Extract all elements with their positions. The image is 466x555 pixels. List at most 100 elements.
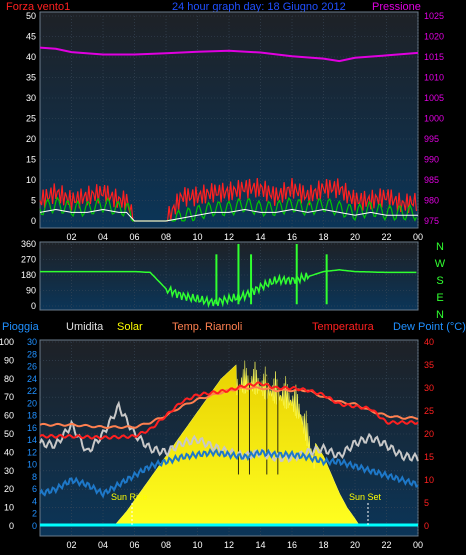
wind-y-tick: 50: [26, 11, 36, 21]
humidity-y-tick: 30: [27, 337, 37, 347]
temperature-y-tick: 40: [424, 337, 434, 347]
humidity-y-tick: 4: [32, 496, 37, 506]
wind-x-tick: 10: [192, 232, 202, 242]
dir-y-tick: 90: [26, 286, 36, 296]
rain-y-tick: 50: [4, 429, 14, 439]
sun-set-label: Sun Set: [349, 492, 382, 502]
rain-y-tick: 90: [4, 355, 14, 365]
temperature-y-tick: 15: [424, 452, 434, 462]
temp-x-tick: 02: [66, 540, 76, 550]
wind-x-tick: 16: [287, 232, 297, 242]
dir-y-tick: 180: [21, 270, 36, 280]
temp-x-tick: 08: [161, 540, 171, 550]
temperature-label: Temperatura: [312, 321, 375, 333]
humidity-y-tick: 22: [27, 386, 37, 396]
temperature-line: [39, 381, 419, 440]
pressure-y-tick: 1015: [424, 52, 444, 62]
pressure-y-tick: 995: [424, 134, 439, 144]
wind-y-tick: 30: [26, 93, 36, 103]
temp-x-tick: 06: [129, 540, 139, 550]
dew-point-line: [39, 447, 419, 499]
rain-y-tick: 0: [9, 521, 14, 531]
humidity-y-tick: 8: [32, 472, 37, 482]
humidity-y-tick: 20: [27, 398, 37, 408]
pressure-y-tick: 1020: [424, 32, 444, 42]
wind-y-tick: 5: [31, 196, 36, 206]
compass-letter: S: [436, 275, 443, 287]
temperature-y-tick: 0: [424, 521, 429, 531]
dir-y-tick: 0: [31, 301, 36, 311]
humidity-y-tick: 24: [27, 374, 37, 384]
rain-y-tick: 10: [4, 503, 14, 513]
pressure-y-tick: 975: [424, 216, 439, 226]
wind-direction-line: [40, 269, 417, 309]
rain-y-tick: 70: [4, 392, 14, 402]
chart-marks: [39, 46, 419, 527]
direction-panel: [39, 241, 419, 311]
wind-gust-line: [39, 177, 417, 222]
wind-y-tick: 20: [26, 134, 36, 144]
temp-x-tick: 20: [350, 540, 360, 550]
tick-labels: 0510152025303540455097598098599099510001…: [0, 11, 444, 550]
temp-x-tick: 22: [381, 540, 391, 550]
wind-y-tick: 35: [26, 73, 36, 83]
wind-y-tick: 40: [26, 52, 36, 62]
wind-smooth-line: [39, 208, 418, 222]
wind-y-tick: 0: [31, 216, 36, 226]
wind-avg-line: [39, 196, 417, 222]
pressure-y-tick: 985: [424, 175, 439, 185]
humidity-y-tick: 6: [32, 484, 37, 494]
rain-label: Pioggia: [2, 321, 40, 333]
wind-y-tick: 15: [26, 155, 36, 165]
pressure-y-tick: 990: [424, 155, 439, 165]
dir-y-tick: 360: [21, 239, 36, 249]
temperature-y-tick: 25: [424, 406, 434, 416]
wind-speed-label: Forza vento1: [6, 1, 70, 13]
humidity-y-tick: 26: [27, 362, 37, 372]
wind-x-tick: 12: [224, 232, 234, 242]
rain-y-tick: 30: [4, 466, 14, 476]
rain-y-tick: 100: [0, 337, 14, 347]
rain-y-tick: 60: [4, 411, 14, 421]
wind-x-tick: 02: [66, 232, 76, 242]
graph-title: 24 hour graph day: 18 Giugno 2012: [172, 1, 346, 13]
wind-y-tick: 10: [26, 175, 36, 185]
humidity-y-tick: 28: [27, 349, 37, 359]
wind-x-tick: 18: [318, 232, 328, 242]
wind-x-tick: 04: [98, 232, 108, 242]
grid-lines: [40, 15, 419, 536]
humidity-y-tick: 18: [27, 411, 37, 421]
pressure-y-tick: 1025: [424, 11, 444, 21]
pressure-y-tick: 1000: [424, 114, 444, 124]
wind-x-tick: 22: [381, 232, 391, 242]
wind-x-tick: 20: [350, 232, 360, 242]
temperature-y-tick: 30: [424, 383, 434, 393]
compass-letter: N: [436, 241, 444, 253]
pressure-y-tick: 1010: [424, 73, 444, 83]
humidity-y-tick: 10: [27, 460, 37, 470]
sun-rise-label: Sun Rise: [111, 492, 148, 502]
pressure-line: [39, 46, 419, 63]
humidity-y-tick: 12: [27, 447, 37, 457]
wind-x-tick: 06: [129, 232, 139, 242]
rain-y-tick: 40: [4, 447, 14, 457]
humidity-label: Umidita: [66, 321, 104, 333]
wind-y-tick: 45: [26, 32, 36, 42]
rain-y-tick: 20: [4, 484, 14, 494]
humidity-y-tick: 0: [32, 521, 37, 531]
pressure-y-tick: 1005: [424, 93, 444, 103]
compass-letter: N: [436, 309, 444, 321]
wind-x-tick: 08: [161, 232, 171, 242]
temperature-y-tick: 35: [424, 360, 434, 370]
wind-y-tick: 25: [26, 114, 36, 124]
temp-x-tick: 00: [413, 540, 423, 550]
pressure-y-tick: 980: [424, 196, 439, 206]
temperature-y-tick: 5: [424, 498, 429, 508]
compass-letter: E: [436, 292, 443, 304]
temp-x-tick: 10: [192, 540, 202, 550]
humidity-y-tick: 2: [32, 509, 37, 519]
temp-x-tick: 16: [287, 540, 297, 550]
